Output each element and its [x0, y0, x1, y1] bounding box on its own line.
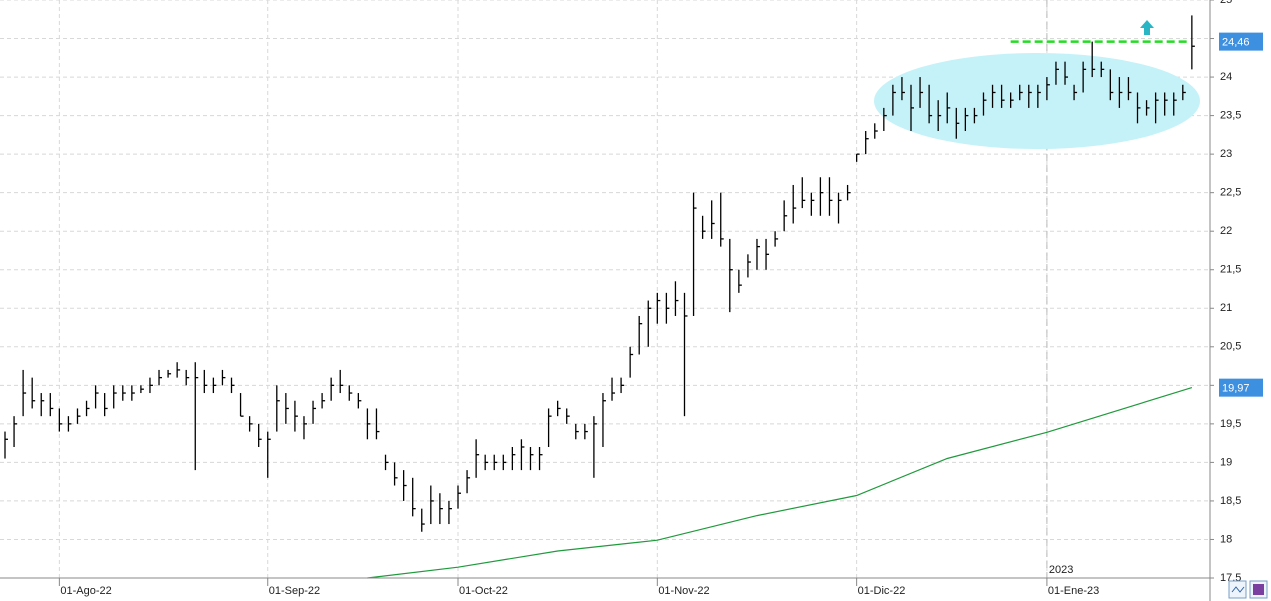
- y-tick-label: 25: [1220, 0, 1232, 6]
- y-tick-label: 21: [1220, 302, 1232, 314]
- price-label-box: [1219, 32, 1263, 51]
- y-tick-label: 19: [1220, 456, 1232, 468]
- y-tick-label: 22,5: [1220, 187, 1241, 199]
- x-tick-label: 01-Ene-23: [1048, 585, 1099, 597]
- zoom-icon: [1231, 586, 1245, 593]
- y-tick-label: 18,5: [1220, 495, 1241, 507]
- x-tick-label: 01-Ago-22: [60, 585, 111, 597]
- x-tick-label: 01-Nov-22: [658, 585, 709, 597]
- plot: [4, 15, 1195, 579]
- y-tick-label: 19,5: [1220, 418, 1241, 430]
- y-tick-label: 21,5: [1220, 264, 1241, 276]
- price-label-box: [1219, 378, 1263, 397]
- x-tick-label: 01-Oct-22: [459, 585, 508, 597]
- y-tick-label: 20,5: [1220, 341, 1241, 353]
- save-icon: [1253, 584, 1264, 595]
- y-tick-label: 23: [1220, 148, 1232, 160]
- y-tick-label: 23,5: [1220, 110, 1241, 122]
- year-label: 2023: [1049, 564, 1073, 576]
- moving-average: [367, 387, 1193, 579]
- grid: [0, 0, 1210, 579]
- y-tick-label: 24: [1220, 71, 1232, 83]
- axes: 17,51818,51919,52020,52121,52222,52323,5…: [58, 0, 1263, 597]
- y-tick-label: 18: [1220, 533, 1232, 545]
- x-tick-label: 01-Dic-22: [858, 585, 906, 597]
- price-label: 19,97: [1222, 383, 1250, 395]
- highlight-ellipse: [874, 53, 1200, 149]
- price-label: 24,46: [1222, 37, 1250, 49]
- up-arrow: [1140, 20, 1154, 35]
- y-tick-label: 22: [1220, 225, 1232, 237]
- x-tick-label: 01-Sep-22: [269, 585, 320, 597]
